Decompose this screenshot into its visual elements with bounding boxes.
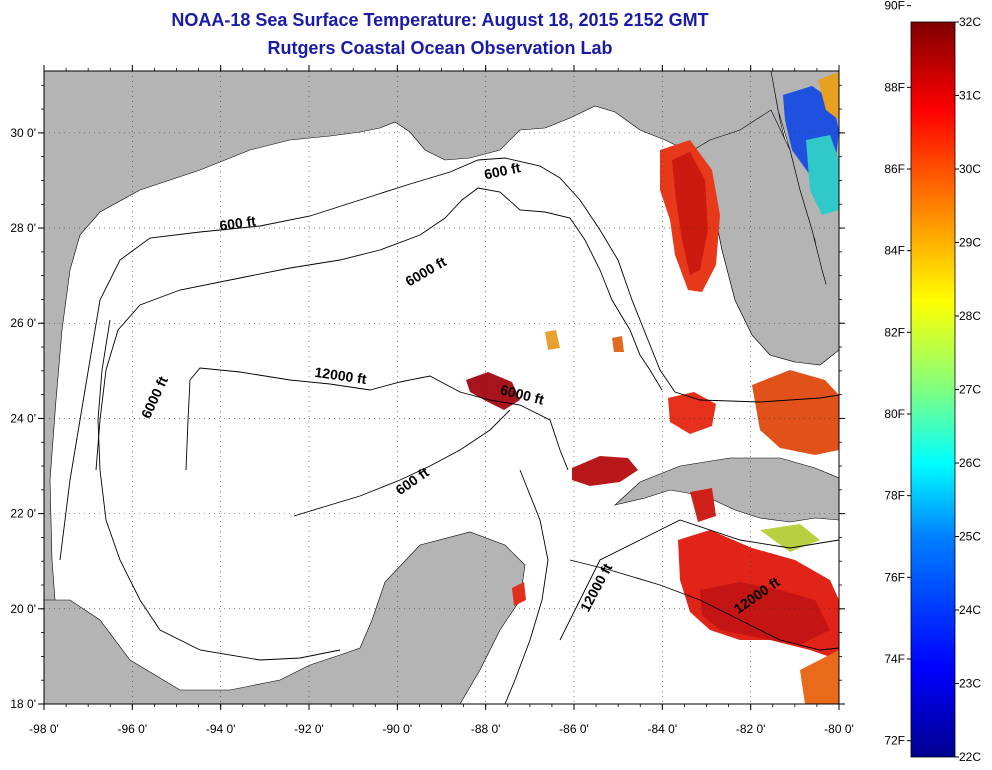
sst-patches — [466, 72, 839, 704]
sst-patch-keys — [668, 392, 716, 434]
lon-label: -94 0' — [206, 722, 236, 736]
contour-6000ft — [95, 187, 663, 471]
sst-patch-yucatan-channel — [572, 456, 638, 486]
colorbar-f-label: 78F — [884, 489, 905, 503]
colorbar-gradient — [910, 21, 956, 758]
colorbar-f-label: 88F — [884, 80, 905, 94]
colorbar-c-label: 25C — [959, 530, 981, 544]
sst-patch-nw-florida-core — [672, 152, 708, 275]
lon-label: -96 0' — [118, 722, 148, 736]
sst-patch-central-24n — [466, 372, 520, 410]
contour-12000ft — [185, 367, 569, 471]
lon-label: -86 0' — [559, 722, 589, 736]
contour-cuba-south — [569, 559, 839, 651]
map-subtitle: Rutgers Coastal Ocean Observation Lab — [267, 38, 613, 58]
lat-label: 30 0' — [10, 126, 36, 140]
colorbar-c-label: 29C — [959, 236, 981, 250]
colorbar-c-label: 31C — [959, 89, 981, 103]
depth-contours — [59, 157, 839, 704]
yucatan-land — [44, 531, 526, 704]
sst-patch-atlantic-mid — [806, 135, 839, 215]
contour-yucatan-shelf — [504, 469, 549, 704]
colorbar-c-label: 30C — [959, 162, 981, 176]
colorbar: 90F 88F 86F 84F 82F 80F 78F 76F 74F 72F 32C 31C 30C 2… — [884, 0, 981, 764]
colorbar-f-label: 90F — [884, 0, 905, 13]
lon-label: -84 0' — [648, 722, 678, 736]
sst-patch-central-small1 — [545, 330, 560, 350]
contour-label: 600 ft — [483, 159, 522, 182]
colorbar-c-label: 22C — [959, 750, 981, 764]
lat-label: 20 0' — [10, 602, 36, 616]
colorbar-f-label: 86F — [884, 162, 905, 176]
colorbar-c-label: 27C — [959, 383, 981, 397]
sst-patch-atlantic-east — [752, 370, 839, 455]
lat-label: 26 0' — [10, 316, 36, 330]
lon-label: -82 0' — [736, 722, 766, 736]
lon-label: -92 0' — [294, 722, 324, 736]
colorbar-f-label: 80F — [884, 407, 905, 421]
sst-patch-atlantic-ne — [818, 72, 839, 120]
colorbar-f-label: 84F — [884, 244, 905, 258]
contour-600ft — [59, 157, 839, 561]
colorbar-f-label: 74F — [884, 652, 905, 666]
lat-lon-grid — [44, 71, 839, 704]
colorbar-f-label: 82F — [884, 325, 905, 339]
contour-label: 600 ft — [218, 213, 257, 234]
colorbar-c-label: 24C — [959, 603, 981, 617]
contour-600ft-south — [293, 409, 511, 517]
sst-patch-cuba-green — [760, 524, 820, 552]
contour-western-shelf — [97, 319, 341, 661]
lat-label: 28 0' — [10, 221, 36, 235]
sst-patch-caribbean-core — [700, 582, 830, 645]
sst-patch-sw-caribbean — [800, 650, 839, 704]
lon-label: -80 0' — [824, 722, 854, 736]
lat-label: 18 0' — [10, 697, 36, 711]
lon-label: -98 0' — [29, 722, 59, 736]
contour-label: 12000 ft — [314, 364, 368, 387]
colorbar-c-label: 32C — [959, 15, 981, 29]
lon-label: -90 0' — [383, 722, 413, 736]
lat-label: 22 0' — [10, 507, 36, 521]
bahamas-land — [780, 280, 839, 330]
colorbar-f-label: 72F — [884, 734, 905, 748]
sst-patch-yucatan-west — [512, 582, 526, 606]
colorbar-c-label: 26C — [959, 456, 981, 470]
lat-label: 24 0' — [10, 411, 36, 425]
colorbar-f-label: 76F — [884, 570, 905, 584]
sst-patch-central-small2 — [612, 336, 624, 352]
map-axes: 30 0' 28 0' 26 0' 24 0' 22 0' 20 0' 18 0' -98 0… — [10, 65, 854, 736]
colorbar-c-label: 28C — [959, 309, 981, 323]
contour-12000-caribbean — [559, 519, 839, 641]
colorbar-c-label: 23C — [959, 677, 981, 691]
cuba-land — [613, 457, 839, 523]
lon-label: -88 0' — [471, 722, 501, 736]
map-title: NOAA-18 Sea Surface Temperature: August … — [171, 10, 709, 30]
